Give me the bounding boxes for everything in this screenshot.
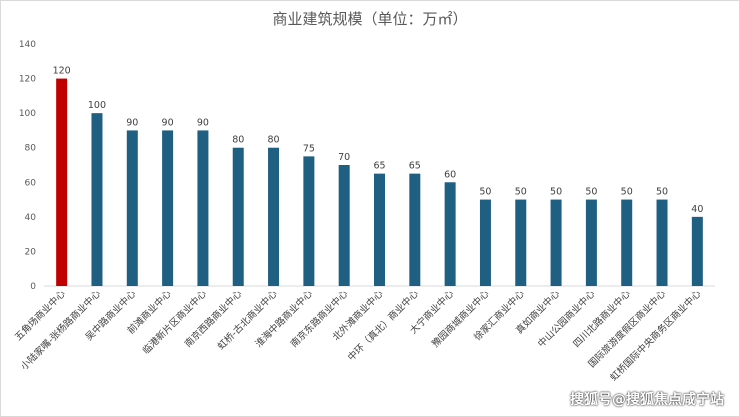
data-label: 50 — [515, 187, 527, 198]
y-tick-label: 0 — [30, 282, 36, 292]
data-label: 80 — [268, 135, 280, 146]
data-label: 90 — [197, 117, 209, 128]
bar — [479, 199, 491, 286]
watermark: 搜狐号@搜狐焦点咸宁站 — [570, 392, 724, 408]
bar — [162, 130, 174, 286]
bar — [409, 173, 421, 286]
data-label: 80 — [232, 135, 244, 146]
bars — [56, 78, 703, 287]
category-label: 中环（真北）商业中心 — [345, 287, 421, 363]
category-labels: 五角场商业中心小陆家嘴-张杨路商业中心吴中路商业中心前滩商业中心临港新片区商业中… — [12, 287, 704, 383]
data-label: 50 — [585, 187, 597, 198]
y-tick-label: 120 — [19, 75, 36, 85]
y-tick-label: 60 — [25, 178, 37, 188]
category-label: 临港新片区商业中心 — [140, 287, 209, 356]
bar — [268, 147, 280, 286]
bar — [303, 156, 315, 286]
category-label: 南京西路商业中心 — [182, 287, 245, 350]
bar — [91, 113, 103, 287]
category-label: 中山公园商业中心 — [535, 287, 598, 350]
y-axis: 0 20 40 60 80 100 120 140 — [19, 40, 715, 292]
data-label: 50 — [656, 187, 668, 198]
bar — [56, 78, 68, 286]
bar — [338, 165, 350, 286]
data-label: 65 — [373, 161, 385, 172]
y-tick-label: 40 — [25, 213, 37, 223]
bar — [374, 173, 385, 286]
chart-title: 商业建筑规模（单位：万㎡） — [272, 10, 468, 28]
category-label: 虹桥-古北商业中心 — [215, 287, 280, 352]
bar — [232, 147, 244, 286]
data-label: 40 — [691, 204, 703, 215]
data-label: 60 — [444, 169, 456, 180]
y-tick-label: 80 — [25, 144, 37, 154]
data-label: 50 — [550, 187, 562, 198]
data-label: 100 — [88, 100, 106, 111]
bar — [691, 216, 703, 286]
data-label: 50 — [621, 187, 633, 198]
data-label: 50 — [479, 187, 491, 198]
bar — [621, 199, 633, 286]
bar — [550, 199, 562, 286]
bar — [515, 199, 527, 286]
y-tick-label: 20 — [25, 247, 37, 257]
bar — [585, 199, 597, 286]
category-label: 四川北路商业中心 — [571, 287, 634, 350]
bar — [126, 130, 138, 286]
data-label: 90 — [162, 117, 174, 128]
data-label: 70 — [338, 152, 350, 163]
y-tick-label: 140 — [19, 40, 36, 50]
data-label: 90 — [126, 117, 138, 128]
category-label: 淮海中路商业中心 — [253, 287, 316, 350]
category-label: 豫园商城商业中心 — [429, 287, 492, 350]
y-tick-label: 100 — [19, 109, 36, 119]
category-label: 南京东路商业中心 — [288, 287, 351, 350]
data-label: 120 — [53, 66, 71, 77]
bar — [656, 199, 668, 286]
bar — [197, 130, 209, 286]
data-labels: 120 100 90 90 90 80 80 75 70 65 65 60 50 50 50 50 50 50 40 — [53, 66, 704, 215]
data-label: 65 — [409, 161, 421, 172]
data-label: 75 — [303, 143, 315, 154]
bar — [444, 182, 456, 286]
